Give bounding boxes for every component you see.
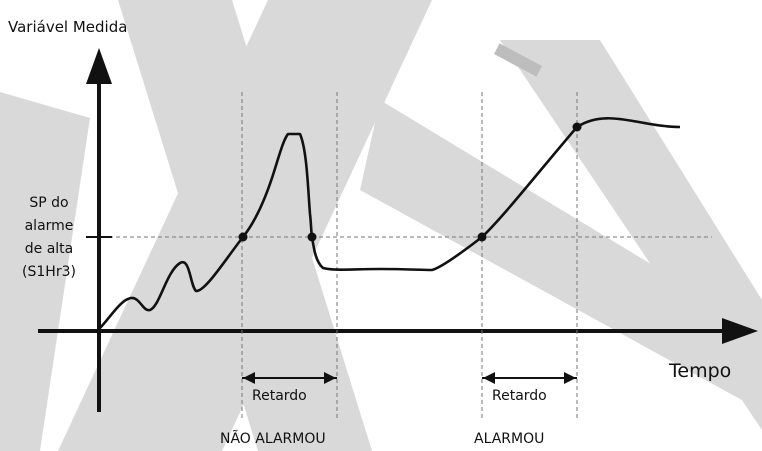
crossing-point-4 — [572, 122, 582, 132]
x-axis-arrow-icon — [722, 318, 758, 344]
crossing-point-3 — [477, 232, 487, 242]
delay-label-1: Retardo — [252, 388, 307, 404]
setpoint-label-line-3: de alta — [24, 241, 74, 257]
result-label-no-alarm: NÃO ALARMOU — [220, 431, 326, 447]
setpoint-label-line-4: (S1Hr3) — [22, 264, 76, 280]
delay-arrow-1 — [242, 372, 337, 384]
y-axis — [86, 48, 112, 412]
result-label-alarm: ALARMOU — [474, 431, 545, 447]
vertical-markers — [241, 92, 578, 420]
crossing-points — [238, 122, 582, 242]
delay-label-2: Retardo — [492, 388, 547, 404]
setpoint-label-line-2: alarme — [24, 218, 74, 234]
crossing-point-2 — [307, 232, 317, 242]
y-axis-label: Variável Medida — [8, 18, 128, 36]
x-axis-label: Tempo — [669, 360, 732, 382]
crossing-point-1 — [238, 232, 248, 242]
delay-arrow-2 — [482, 372, 577, 384]
setpoint-label-line-1: SP do — [29, 195, 69, 211]
x-axis — [38, 318, 758, 344]
y-axis-arrow-icon — [86, 48, 112, 84]
measured-variable-curve — [98, 116, 681, 330]
setpoint-label: SP do alarme de alta (S1Hr3) — [14, 192, 84, 284]
